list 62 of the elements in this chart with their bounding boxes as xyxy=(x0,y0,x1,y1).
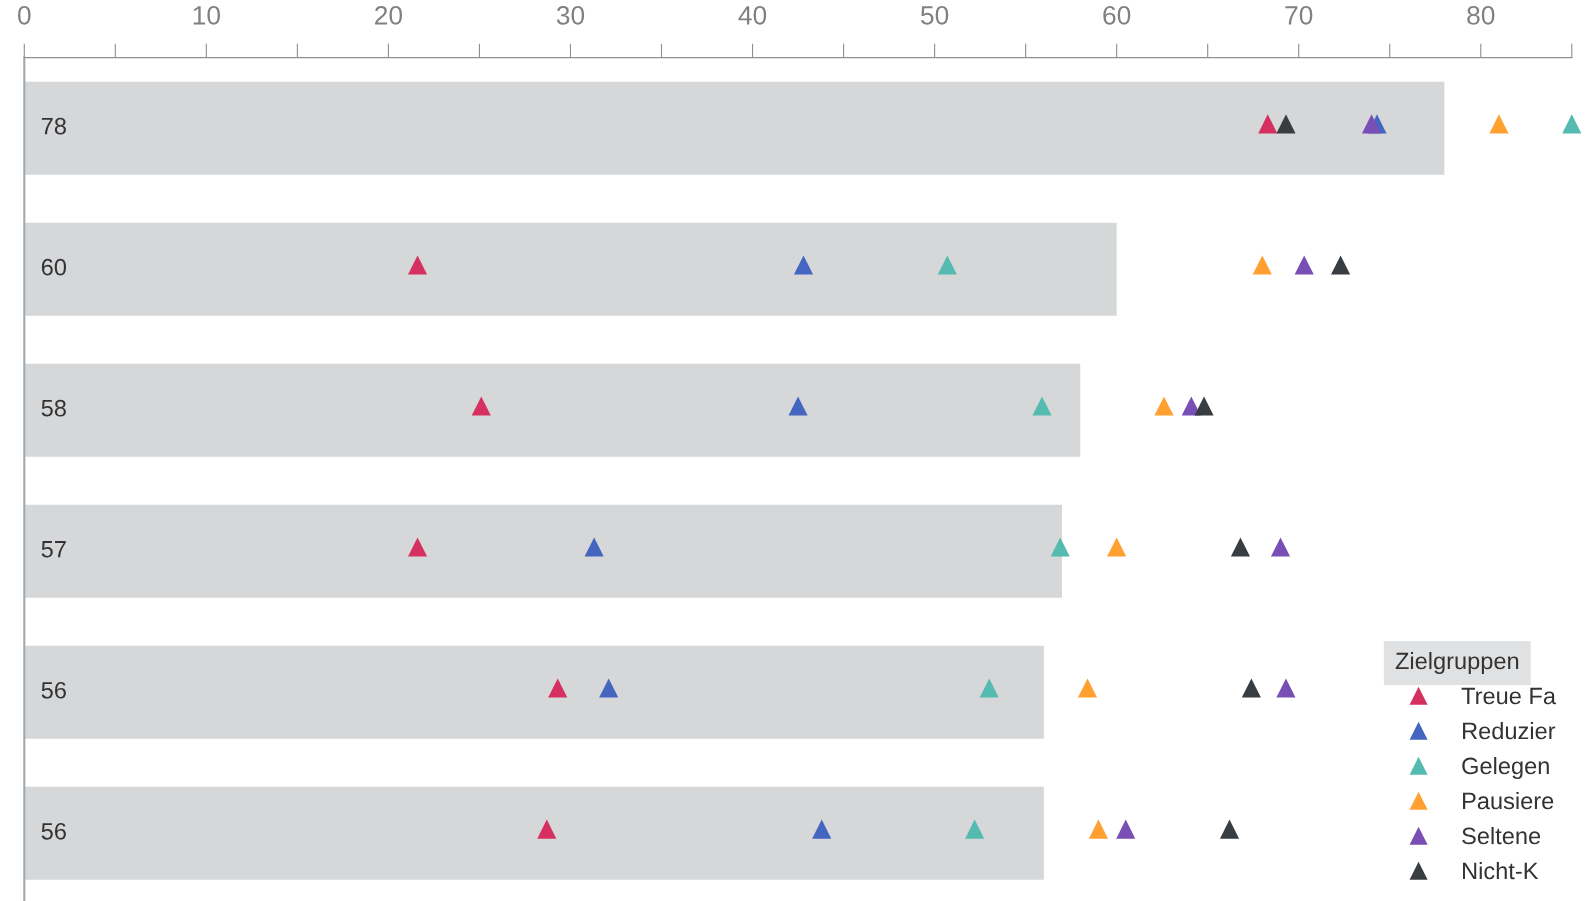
bar xyxy=(24,504,1063,598)
point xyxy=(793,255,814,275)
point xyxy=(1154,396,1174,416)
x-tick-label: 70 xyxy=(1285,5,1313,25)
data-label: 78 xyxy=(41,117,66,135)
point xyxy=(407,537,428,557)
x-tick-label: 50 xyxy=(920,5,949,25)
bar xyxy=(24,786,1044,880)
point xyxy=(1489,114,1509,134)
x-tick-label: 20 xyxy=(375,5,403,25)
x-tick-label: 80 xyxy=(1467,5,1495,25)
data-label: 56 xyxy=(41,822,66,840)
point xyxy=(965,819,985,839)
x-tick-label: 30 xyxy=(556,5,585,25)
point xyxy=(471,396,491,416)
legend-label: Gelegen xyxy=(1462,756,1549,779)
x-tick-label: 60 xyxy=(1103,5,1131,25)
point xyxy=(407,255,428,275)
point xyxy=(788,396,808,416)
point xyxy=(1230,537,1251,557)
point xyxy=(537,819,557,839)
bar xyxy=(24,222,1117,316)
point xyxy=(1032,396,1052,416)
bar xyxy=(24,363,1081,457)
point xyxy=(1276,114,1296,134)
point xyxy=(1077,678,1098,698)
point xyxy=(1331,255,1351,275)
legend-label: Treue Fa xyxy=(1461,687,1556,705)
point xyxy=(548,678,568,698)
data-label: 58 xyxy=(41,399,66,417)
point xyxy=(1116,819,1136,839)
data-label: 56 xyxy=(41,681,66,699)
legend-label: Pausiere xyxy=(1463,791,1554,810)
point xyxy=(1241,678,1261,698)
point xyxy=(937,255,957,275)
point xyxy=(979,678,999,698)
point xyxy=(599,678,619,698)
legend-label: Seltene xyxy=(1462,826,1541,845)
point xyxy=(1361,114,1382,134)
point xyxy=(1270,537,1291,557)
data-label: 60 xyxy=(41,258,67,276)
point xyxy=(584,537,604,557)
legend-label: Reduzier xyxy=(1463,721,1556,740)
bar xyxy=(24,645,1044,739)
point xyxy=(1562,114,1582,134)
bar xyxy=(24,81,1445,175)
point xyxy=(1252,255,1272,275)
point xyxy=(1258,114,1278,134)
point xyxy=(1294,255,1314,275)
legend-label: Nicht-K xyxy=(1463,861,1539,880)
point xyxy=(1050,537,1070,557)
point xyxy=(1276,678,1296,698)
x-tick-label: 0 xyxy=(17,5,31,25)
legend-title: Zielgruppen xyxy=(1395,651,1519,674)
x-tick-label: 40 xyxy=(738,5,767,25)
x-tick-label: 10 xyxy=(193,5,220,25)
point xyxy=(1194,396,1214,416)
point xyxy=(1219,819,1240,839)
point xyxy=(1107,537,1127,557)
point xyxy=(1088,819,1109,839)
data-label: 57 xyxy=(41,541,66,558)
point xyxy=(812,819,832,839)
